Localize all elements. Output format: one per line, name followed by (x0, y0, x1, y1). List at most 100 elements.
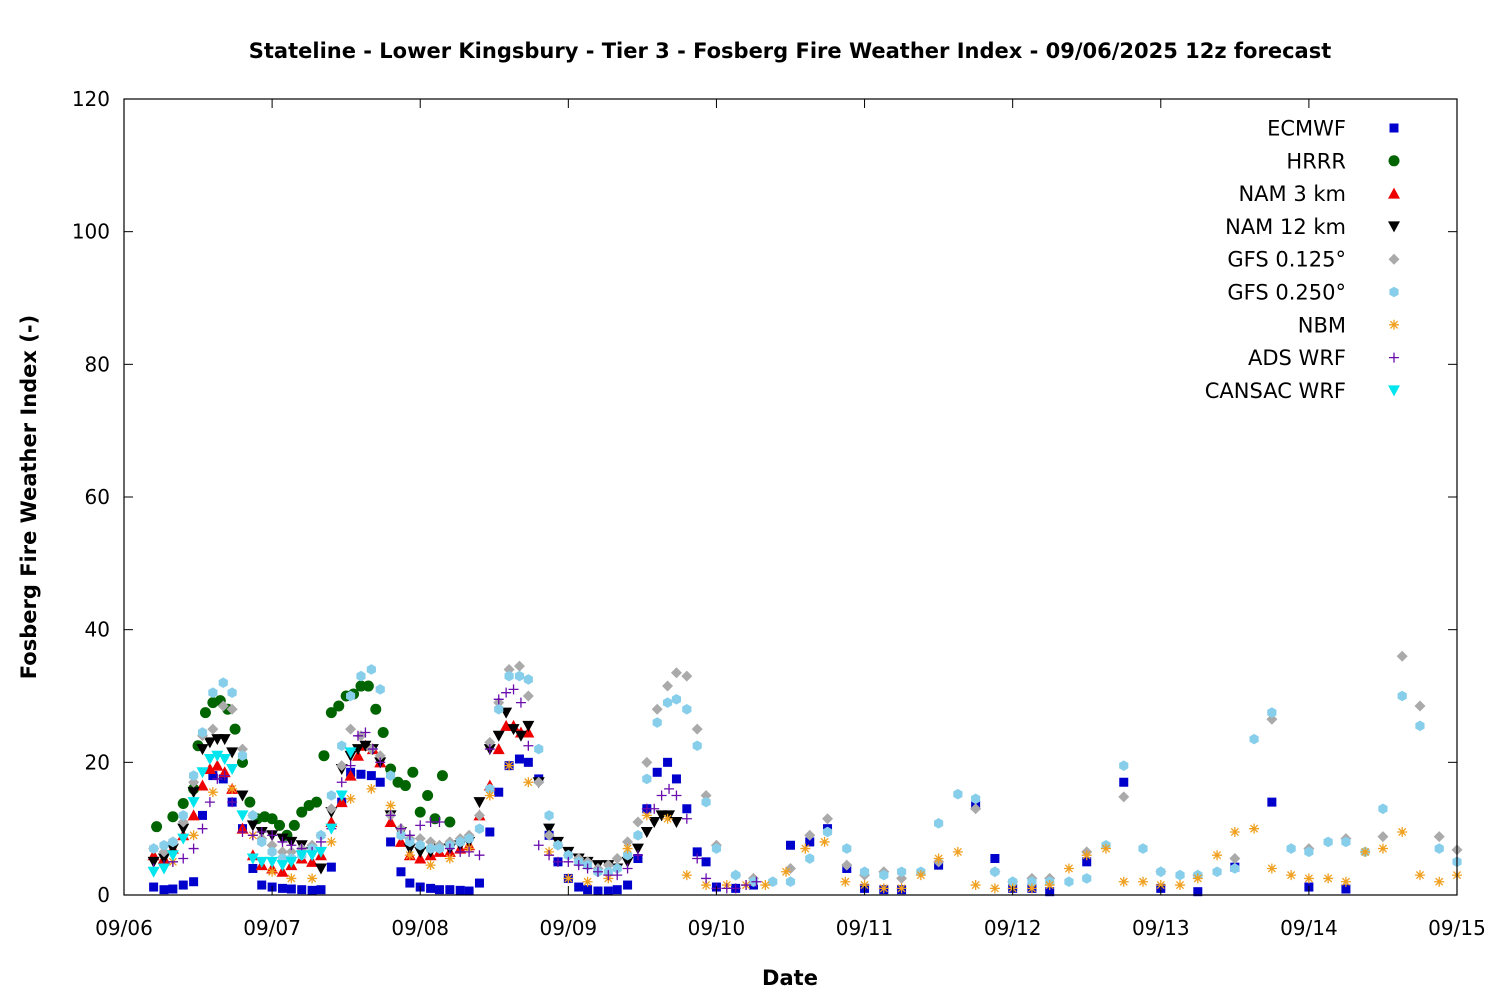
data-point (444, 843, 455, 854)
data-point (701, 857, 711, 867)
legend-marker (1388, 253, 1400, 265)
data-point (396, 830, 406, 841)
data-point (336, 760, 348, 772)
data-point (207, 787, 218, 798)
data-point (474, 878, 484, 888)
data-point (385, 763, 397, 775)
data-point (246, 853, 259, 865)
data-point (1360, 846, 1371, 857)
data-point (306, 855, 319, 867)
data-point (199, 707, 211, 719)
data-point (344, 769, 357, 781)
data-point (237, 750, 248, 761)
data-point (896, 866, 907, 878)
data-point (1027, 876, 1037, 888)
data-point (553, 839, 563, 851)
x-tick-label: 09/15 (1428, 916, 1486, 940)
data-point (158, 846, 170, 858)
data-point (543, 829, 555, 841)
data-point (611, 853, 623, 865)
data-point (730, 883, 741, 894)
data-point (701, 796, 711, 808)
data-point (257, 880, 267, 890)
data-point (157, 853, 170, 865)
data-point (1026, 883, 1037, 894)
data-point (326, 790, 336, 801)
data-point (1396, 650, 1408, 662)
data-point (405, 878, 415, 888)
data-point (701, 873, 712, 884)
legend-marker (1389, 319, 1399, 330)
data-point (159, 885, 169, 895)
data-point (168, 836, 178, 848)
data-point (1212, 850, 1223, 861)
data-point (1433, 831, 1445, 843)
data-point (335, 796, 348, 808)
data-point (1230, 863, 1240, 874)
data-point (760, 880, 771, 891)
data-point (523, 740, 534, 751)
data-point (149, 843, 159, 854)
data-point (196, 767, 209, 779)
data-point (663, 757, 673, 767)
data-point (621, 856, 634, 868)
data-point (188, 830, 199, 841)
data-point (1378, 803, 1388, 815)
data-point (196, 744, 209, 756)
data-point (277, 836, 288, 847)
legend-label: GFS 0.125° (1227, 248, 1346, 272)
data-point (212, 773, 223, 784)
data-point (822, 826, 833, 838)
data-point (522, 690, 534, 702)
data-point (425, 836, 437, 848)
data-point (804, 829, 816, 841)
data-point (386, 837, 396, 847)
legend: ECMWF HRRR NAM 3 km NAM 12 km GFS 0.125° GFS … (1205, 117, 1400, 403)
y-tick-label: 20 (85, 750, 110, 774)
data-point (582, 863, 593, 874)
data-point (168, 884, 178, 894)
data-point (751, 876, 762, 887)
data-point (346, 690, 356, 702)
data-point (533, 840, 544, 851)
legend-entry-nbm: NBM (1298, 313, 1399, 337)
data-point (236, 810, 249, 822)
data-point (203, 762, 216, 774)
data-point (632, 850, 643, 861)
data-point (805, 853, 815, 864)
data-point (374, 750, 386, 762)
data-point (197, 823, 208, 834)
data-point (934, 818, 944, 829)
data-point (256, 826, 267, 837)
legend-entry-cansac-wrf: CANSAC WRF (1205, 379, 1400, 403)
data-point (670, 817, 683, 829)
data-point (473, 797, 486, 809)
data-point (485, 827, 495, 837)
data-point (246, 820, 259, 832)
data-marks (147, 650, 1463, 897)
data-point (366, 664, 376, 675)
data-point (197, 727, 208, 738)
data-point (1155, 880, 1166, 891)
data-point (414, 806, 426, 818)
data-point (1415, 720, 1425, 732)
data-point (286, 840, 297, 851)
data-point (151, 821, 163, 833)
x-tick-label: 09/07 (243, 916, 301, 940)
data-point (641, 810, 652, 821)
data-point (422, 790, 434, 801)
data-point (583, 885, 593, 895)
data-point (721, 883, 732, 894)
data-point (642, 773, 652, 785)
legend-marker (1388, 187, 1400, 199)
data-point (701, 880, 712, 891)
legend-marker (1389, 352, 1399, 363)
data-point (157, 863, 170, 875)
data-point (384, 816, 397, 828)
data-point (989, 883, 1000, 894)
data-point (971, 793, 981, 805)
data-point (612, 870, 623, 881)
data-point (434, 817, 445, 828)
data-point (1156, 866, 1166, 878)
data-point (352, 749, 365, 761)
